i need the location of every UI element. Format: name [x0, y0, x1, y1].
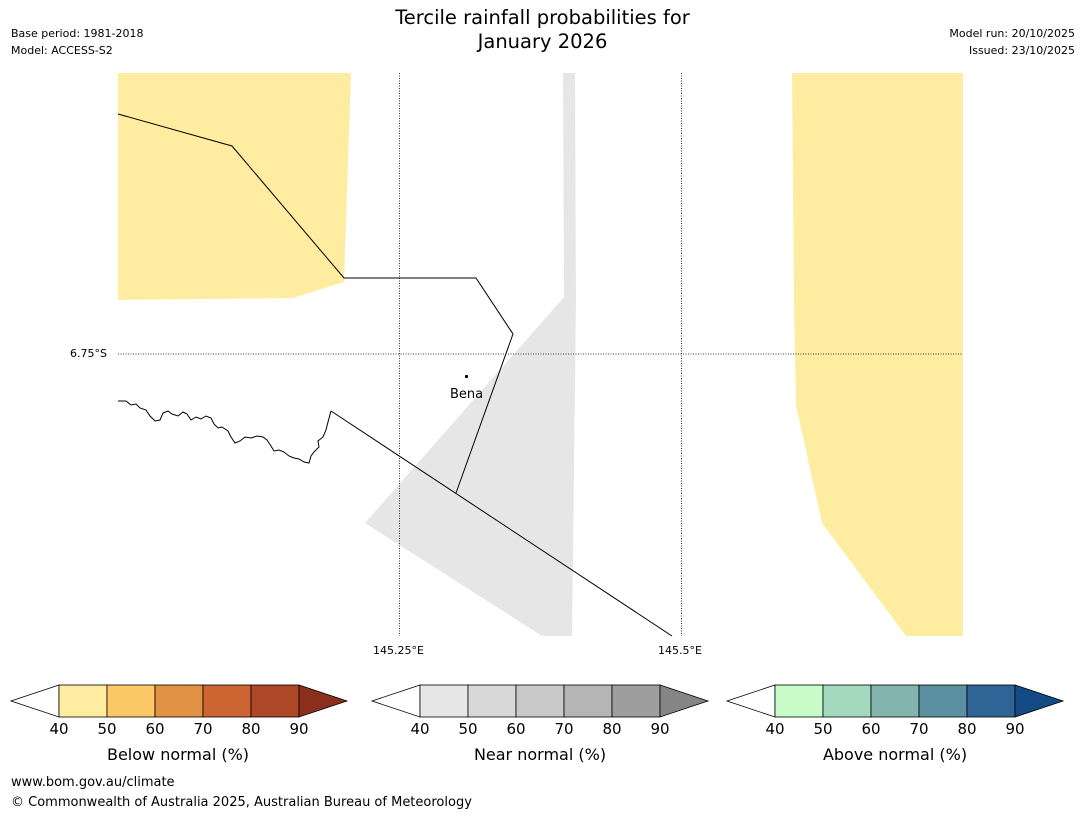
colorbar-near-segment	[563, 684, 613, 718]
river-border-west	[118, 400, 332, 464]
model-text: Model: ACCESS-S2	[11, 44, 113, 57]
colorbar-below-tick-label: 90	[289, 720, 308, 738]
colorbar-above-segment	[774, 684, 824, 718]
header-left-meta: Base period: 1981-2018 Model: ACCESS-S2	[11, 25, 143, 59]
colorbar-near-low-extend	[370, 684, 421, 718]
title-line-1: Tercile rainfall probabilities for	[395, 6, 690, 29]
colorbar-near-tick-label: 80	[602, 720, 621, 738]
page-title: Tercile rainfall probabilities for Janua…	[0, 6, 1085, 54]
colorbar-above-segment	[966, 684, 1016, 718]
colorbar-below-low-extend	[9, 684, 60, 718]
colorbar-below-segment	[250, 684, 300, 718]
bena-marker	[464, 374, 469, 379]
colorbar-near-segment	[515, 684, 565, 718]
colorbar-below-segment	[154, 684, 204, 718]
header-right-meta: Model run: 20/10/2025 Issued: 23/10/2025	[949, 25, 1075, 59]
colorbar-above-segment	[822, 684, 872, 718]
colorbar-near-high-extend	[659, 684, 710, 718]
colorbar-below-tick-label: 70	[193, 720, 212, 738]
colorbar-above-tick-label: 70	[909, 720, 928, 738]
issued-text: Issued: 23/10/2025	[968, 44, 1075, 57]
colorbar-near-tick-label: 90	[650, 720, 669, 738]
colorbar-below-segment	[106, 684, 156, 718]
near-normal-region	[365, 73, 576, 636]
longitude-label-145-25: 145.25°E	[373, 644, 424, 657]
colorbar-above-low-extend	[725, 684, 776, 718]
place-label-bena: Bena	[450, 387, 484, 402]
colorbar-near-tick-label: 40	[410, 720, 429, 738]
colorbar-near-segment	[467, 684, 517, 718]
colorbars: 40 50 60 70 80 90 40 50 60 70 80 90 40 50 60 70 80 90	[9, 684, 1065, 738]
colorbar-below-tick-label: 80	[241, 720, 260, 738]
colorbar-below-tick-label: 60	[145, 720, 164, 738]
colorbar-label-above: Above normal (%)	[822, 745, 968, 764]
colorbar-near-tick-label: 60	[506, 720, 525, 738]
colorbar-above-tick-label: 40	[765, 720, 784, 738]
footer-url: www.bom.gov.au/climate	[11, 775, 175, 790]
colorbar-above-segment	[870, 684, 920, 718]
province-border-south	[330, 410, 673, 637]
colorbar-above-segment	[918, 684, 968, 718]
colorbar-above-tick-label: 50	[813, 720, 832, 738]
model-run-text: Model run: 20/10/2025	[949, 27, 1075, 40]
colorbar-below-segment	[202, 684, 252, 718]
longitude-label-145-5: 145.5°E	[658, 644, 702, 657]
colorbar-above-tick-label: 60	[861, 720, 880, 738]
colorbar-near-segment	[419, 684, 469, 718]
colorbar-near-tick-label: 50	[458, 720, 477, 738]
title-line-2: January 2026	[477, 30, 608, 53]
province-border-north	[117, 113, 514, 494]
colorbar-near-segment	[611, 684, 661, 718]
colorbar-below-segment	[58, 684, 108, 718]
footer-copyright: © Commonwealth of Australia 2025, Austra…	[11, 795, 472, 810]
colorbar-above-high-extend	[1014, 684, 1065, 718]
colorbar-below-high-extend	[298, 684, 349, 718]
colorbar-above-tick-label: 80	[957, 720, 976, 738]
colorbar-above-tick-label: 90	[1005, 720, 1024, 738]
colorbar-below-tick-label: 50	[97, 720, 116, 738]
colorbar-label-below: Below normal (%)	[106, 745, 250, 764]
latitude-label: 6.75°S	[70, 347, 107, 360]
below-normal-region-west	[118, 73, 351, 300]
colorbar-label-near: Near normal (%)	[473, 745, 607, 764]
below-normal-region-east	[792, 73, 963, 636]
base-period-text: Base period: 1981-2018	[11, 27, 144, 40]
colorbar-near-tick-label: 70	[554, 720, 573, 738]
colorbar-below-tick-label: 40	[49, 720, 68, 738]
